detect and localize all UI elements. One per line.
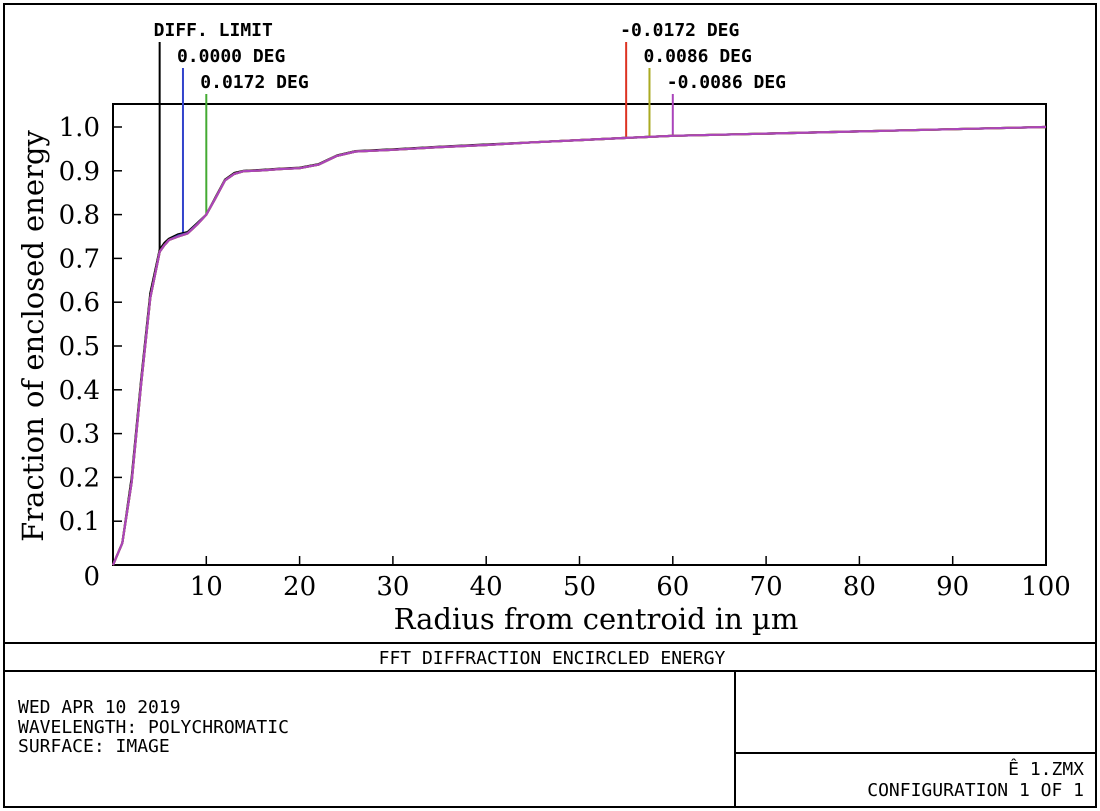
x-tick-label: 70 bbox=[750, 572, 783, 602]
footer-configuration: CONFIGURATION 1 OF 1 bbox=[867, 780, 1084, 801]
y-tick-label: 0.1 bbox=[59, 507, 100, 537]
series-legend-label: 0.0000 DEG bbox=[177, 46, 285, 67]
report-frame bbox=[3, 3, 1097, 808]
series-line bbox=[111, 125, 1047, 566]
series-markers: DIFF. LIMIT 0.0000 DEG 0.0172 DEG -0.0172 D… bbox=[154, 20, 786, 250]
y-tick-label: 0.5 bbox=[59, 332, 100, 362]
series-legend-label: 0.0172 DEG bbox=[200, 72, 308, 93]
x-tick-label: 30 bbox=[376, 572, 409, 602]
series-lines bbox=[111, 125, 1047, 566]
x-tick-label: 40 bbox=[470, 572, 503, 602]
plot-area-border bbox=[112, 103, 1047, 566]
footer-date: WED APR 10 2019 bbox=[18, 697, 181, 718]
y-tick-label: 0.3 bbox=[59, 420, 100, 450]
y-tick-label: 0.4 bbox=[59, 376, 100, 406]
y-tick-label: 0.8 bbox=[59, 201, 100, 231]
footer-surface: SURFACE: IMAGE bbox=[18, 736, 170, 757]
x-tick-label: 10 bbox=[190, 572, 223, 602]
x-tick-label: 60 bbox=[656, 572, 689, 602]
series-line bbox=[111, 125, 1047, 566]
axis-ticks: 10 20 30 40 50 60 70 80 90 100 0 0.1 0.2 0.3 0.4 0.5 0.6… bbox=[59, 113, 1071, 602]
y-tick-label: 0.6 bbox=[59, 288, 100, 318]
y-tick-label: 0.7 bbox=[59, 244, 100, 274]
y-tick-label: 1.0 bbox=[59, 113, 100, 143]
x-tick-label: 90 bbox=[936, 572, 969, 602]
y-tick-label: 0.2 bbox=[59, 463, 100, 493]
series-legend-label: DIFF. LIMIT bbox=[154, 20, 273, 41]
footer-wavelength: WAVELENGTH: POLYCHROMATIC bbox=[18, 717, 289, 738]
series-legend-label: 0.0086 DEG bbox=[643, 46, 751, 67]
series-line bbox=[111, 125, 1047, 566]
x-tick-label: 20 bbox=[283, 572, 316, 602]
series-line bbox=[111, 125, 1047, 566]
x-axis-label: Radius from centroid in µm bbox=[394, 602, 799, 636]
series-legend-label: -0.0086 DEG bbox=[667, 72, 786, 93]
x-tick-label: 50 bbox=[563, 572, 596, 602]
series-line bbox=[111, 125, 1047, 566]
y-tick-label: 0 bbox=[83, 562, 100, 592]
series-line bbox=[111, 125, 1047, 566]
series-legend-label: -0.0172 DEG bbox=[620, 20, 739, 41]
y-axis-label: Fraction of enclosed energy bbox=[16, 130, 50, 542]
x-tick-label: 100 bbox=[1021, 572, 1071, 602]
outer-border bbox=[3, 3, 1097, 808]
chart-title: FFT DIFFRACTION ENCIRCLED ENERGY bbox=[379, 648, 726, 669]
y-tick-label: 0.9 bbox=[59, 157, 100, 187]
footer-file-name: Ê 1.ZMX bbox=[1008, 758, 1084, 780]
x-tick-label: 80 bbox=[843, 572, 876, 602]
